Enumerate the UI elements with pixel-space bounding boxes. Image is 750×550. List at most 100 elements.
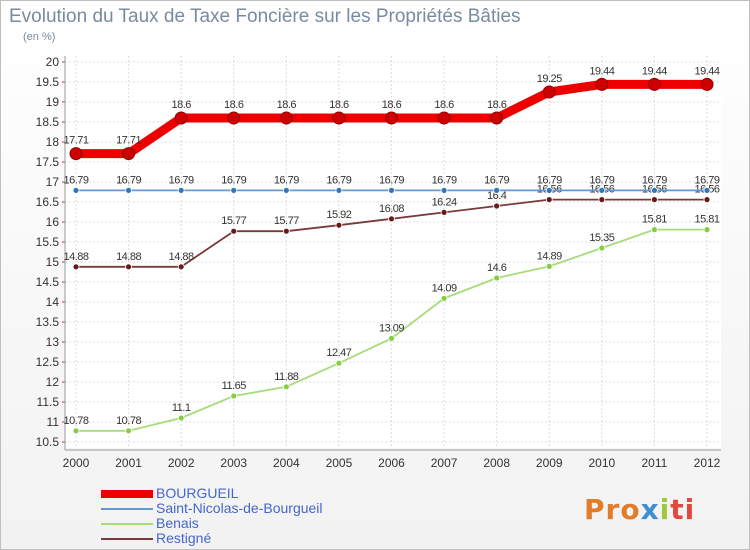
data-label: 18.6 bbox=[382, 99, 402, 111]
data-label: 19.44 bbox=[642, 65, 667, 77]
data-label: 16.79 bbox=[537, 174, 562, 186]
data-label: 11.65 bbox=[222, 380, 247, 392]
data-label: 15.77 bbox=[221, 215, 246, 227]
data-label: 16.79 bbox=[379, 174, 404, 186]
data-label: 18.6 bbox=[329, 99, 349, 111]
data-point bbox=[388, 186, 395, 194]
y-tick-label: 19.5 bbox=[36, 75, 60, 89]
data-label: 16.79 bbox=[326, 174, 351, 186]
data-point bbox=[230, 186, 238, 194]
data-point bbox=[279, 111, 293, 125]
data-point bbox=[493, 186, 501, 194]
y-tick-label: 16.5 bbox=[36, 195, 60, 209]
y-tick-label: 17 bbox=[46, 175, 60, 189]
data-point bbox=[490, 111, 504, 125]
data-label: 16.4 bbox=[487, 190, 507, 202]
data-point bbox=[545, 186, 553, 194]
y-tick-label: 17.5 bbox=[36, 155, 60, 169]
y-tick-label: 20 bbox=[46, 55, 60, 69]
x-tick-label: 2004 bbox=[273, 456, 300, 470]
data-point bbox=[542, 85, 556, 99]
data-point bbox=[227, 111, 241, 125]
data-point bbox=[282, 186, 290, 194]
data-label: 16.79 bbox=[169, 174, 194, 186]
data-label: 16.79 bbox=[63, 174, 88, 186]
data-point bbox=[545, 196, 553, 204]
chart-title: Evolution du Taux de Taxe Foncière sur l… bbox=[9, 6, 521, 27]
data-label: 16.08 bbox=[379, 203, 404, 215]
data-point bbox=[440, 208, 448, 216]
data-point bbox=[700, 77, 714, 91]
data-label: 16.79 bbox=[694, 174, 719, 186]
x-tick-label: 2002 bbox=[168, 456, 195, 470]
y-tick-label: 12.5 bbox=[36, 355, 60, 369]
data-label: 19.25 bbox=[537, 73, 562, 85]
legend-label: BOURGUEIL bbox=[156, 485, 239, 501]
data-label: 14.89 bbox=[537, 250, 562, 262]
data-label: 18.6 bbox=[171, 99, 191, 111]
data-label: 16.79 bbox=[274, 174, 299, 186]
legend-label: Restigné bbox=[156, 530, 212, 546]
data-label: 14.88 bbox=[169, 251, 194, 263]
data-label: 15.81 bbox=[642, 214, 667, 226]
y-tick-label: 18 bbox=[46, 135, 60, 149]
data-label: 16.79 bbox=[484, 174, 509, 186]
data-point bbox=[437, 111, 451, 125]
data-point bbox=[651, 186, 658, 194]
legend-item: BOURGUEIL bbox=[101, 485, 401, 501]
chart-subtitle: (en %) bbox=[23, 31, 56, 43]
legend-swatch bbox=[101, 508, 153, 510]
data-label: 18.6 bbox=[487, 99, 507, 111]
data-label: 15.35 bbox=[589, 232, 614, 244]
data-point bbox=[125, 427, 132, 435]
x-tick-label: 2000 bbox=[63, 456, 90, 470]
data-point bbox=[335, 221, 343, 229]
data-label: 17.71 bbox=[63, 135, 88, 147]
data-point bbox=[177, 186, 185, 194]
data-label: 16.79 bbox=[221, 174, 246, 186]
data-point bbox=[440, 294, 448, 302]
data-label: 10.78 bbox=[63, 415, 88, 427]
data-label: 18.6 bbox=[277, 99, 297, 111]
data-point bbox=[703, 196, 711, 204]
data-point bbox=[335, 186, 343, 194]
data-point bbox=[598, 244, 606, 252]
data-point bbox=[72, 263, 80, 271]
y-tick-label: 19 bbox=[46, 95, 60, 109]
data-point bbox=[598, 196, 606, 204]
x-tick-label: 2011 bbox=[642, 456, 668, 470]
data-point bbox=[125, 186, 132, 194]
legend-item: Saint-Nicolas-de-Bourgueil bbox=[101, 500, 401, 516]
data-label: 19.44 bbox=[694, 65, 719, 77]
data-label: 18.6 bbox=[434, 99, 454, 111]
data-point bbox=[440, 186, 448, 194]
data-point bbox=[72, 186, 80, 194]
x-tick-label: 2008 bbox=[483, 456, 510, 470]
x-tick-label: 2010 bbox=[588, 456, 615, 470]
y-tick-label: 11.5 bbox=[37, 395, 60, 409]
data-point bbox=[335, 359, 343, 367]
data-label: 16.79 bbox=[589, 174, 614, 186]
data-point bbox=[595, 77, 609, 91]
data-point bbox=[230, 227, 238, 235]
data-point bbox=[598, 186, 606, 194]
data-point bbox=[545, 262, 553, 270]
data-point bbox=[282, 227, 290, 235]
x-tick-label: 2001 bbox=[115, 456, 142, 470]
legend-swatch bbox=[101, 523, 153, 525]
data-label: 16.79 bbox=[642, 174, 667, 186]
data-point bbox=[385, 111, 398, 125]
y-tick-label: 10.5 bbox=[36, 435, 60, 449]
y-tick-label: 18.5 bbox=[36, 115, 60, 129]
y-tick-label: 13.5 bbox=[36, 315, 60, 329]
x-tick-label: 2003 bbox=[220, 456, 247, 470]
data-label: 17.71 bbox=[116, 135, 141, 147]
data-point bbox=[282, 383, 290, 391]
legend-item: Benais bbox=[101, 515, 401, 531]
legend-label: Benais bbox=[156, 515, 199, 531]
data-point bbox=[174, 111, 188, 125]
data-point bbox=[493, 202, 501, 210]
data-label: 19.44 bbox=[589, 65, 614, 77]
data-point bbox=[69, 147, 83, 161]
